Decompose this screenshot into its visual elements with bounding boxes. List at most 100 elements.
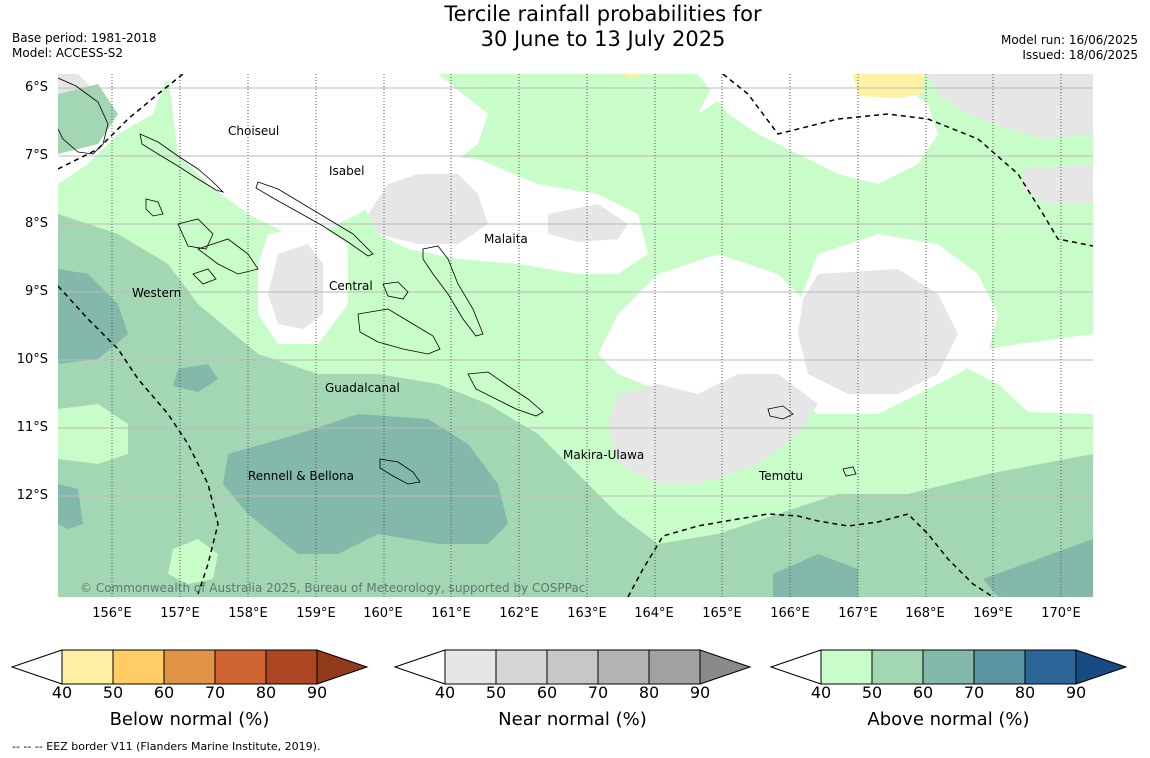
near-normal-extend-high [699, 649, 752, 685]
meta-left: Base period: 1981-2018 Model: ACCESS-S2 [12, 31, 157, 61]
eez-border-south [627, 513, 994, 597]
near-normal-40-region-3 [268, 244, 323, 329]
below-normal-swatch-0 [61, 649, 114, 685]
rainfall-map: Choiseul Isabel Malaita Western Central … [58, 74, 1093, 597]
below-normal-label: Below normal (%) [109, 709, 270, 730]
below-normal-tick-60: 60 [153, 683, 175, 702]
title-line-2: 30 June to 13 July 2025 [480, 27, 726, 51]
island-temotu [767, 405, 857, 477]
above-normal-60-region-rennell [223, 414, 508, 554]
near-normal-swatch-4 [648, 649, 701, 685]
island-malaita [422, 245, 484, 337]
lon-label-170e: 170°E [1041, 606, 1081, 621]
above-normal-tick-80: 80 [1014, 683, 1036, 702]
near-normal-extend-low [393, 649, 446, 685]
near-normal-40-region-1 [368, 174, 488, 244]
below-normal-swatch-2 [163, 649, 216, 685]
above-normal-label: Above normal (%) [867, 709, 1030, 730]
region-label-choiseul: Choiseul [228, 124, 279, 138]
near-normal-tick-60: 60 [536, 683, 558, 702]
lon-label-156e: 156°E [92, 606, 132, 621]
eez-footnote: -- -- -- EEZ border V11 (Flanders Marine… [12, 740, 321, 753]
above-normal-tick-50: 50 [861, 683, 883, 702]
below-normal-tick-70: 70 [204, 683, 226, 702]
near-normal-tick-80: 80 [638, 683, 660, 702]
above-normal-40-region-sw-pocket [58, 404, 128, 464]
near-normal-tick-90: 90 [689, 683, 711, 702]
island-rennell [379, 458, 421, 485]
model-name: Model: ACCESS-S2 [12, 46, 124, 60]
copyright-notice: © Commonwealth of Australia 2025, Bureau… [80, 581, 585, 595]
near-normal-tick-50: 50 [485, 683, 507, 702]
region-label-central: Central [329, 279, 373, 293]
region-label-makira-ulawa: Makira-Ulawa [563, 448, 644, 462]
near-normal-40-region-7 [1023, 164, 1093, 204]
map-title: Tercile rainfall probabilities for 30 Ju… [0, 2, 1150, 52]
lon-label-167e: 167°E [838, 606, 878, 621]
lon-label-160e: 160°E [363, 606, 403, 621]
near-normal-40-region-4 [608, 374, 818, 484]
below-normal-tick-50: 50 [102, 683, 124, 702]
near-normal-40-region-2 [548, 204, 628, 242]
near-normal-label: Near normal (%) [498, 709, 647, 730]
above-normal-extend-low [769, 649, 822, 685]
island-bougainville [58, 77, 109, 155]
above-normal-swatch-4 [1024, 649, 1077, 685]
above-normal-50-region-northwest [58, 84, 118, 154]
lat-label-10s: 10°S [16, 352, 48, 367]
above-normal-extend-high [1075, 649, 1128, 685]
island-central [382, 281, 409, 300]
below-normal-40-region-1 [853, 74, 923, 98]
lon-label-157e: 157°E [160, 606, 200, 621]
above-normal-60-region-sw-edge [58, 484, 83, 529]
below-normal-swatch-4 [265, 649, 318, 685]
lat-label-9s: 9°S [24, 284, 48, 299]
below-normal-extend-low [10, 649, 63, 685]
near-normal-swatch-3 [597, 649, 650, 685]
above-normal-swatch-1 [871, 649, 924, 685]
lon-label-161e: 161°E [431, 606, 471, 621]
island-makira [467, 371, 544, 417]
below-normal-extend-high [316, 649, 369, 685]
above-normal-tick-60: 60 [912, 683, 934, 702]
above-normal-tick-90: 90 [1065, 683, 1087, 702]
near-normal-swatch-1 [495, 649, 548, 685]
eez-borders [58, 74, 1093, 597]
lon-label-166e: 166°E [770, 606, 810, 621]
island-isabel [255, 181, 374, 257]
colorbars [10, 649, 1128, 685]
eez-border-north [58, 74, 184, 170]
below-normal-tick-90: 90 [306, 683, 328, 702]
island-guadalcanal [357, 308, 441, 355]
below-normal-swatch-3 [214, 649, 267, 685]
lon-label-158e: 158°E [228, 606, 268, 621]
below-normal-tick-80: 80 [255, 683, 277, 702]
lon-label-159e: 159°E [296, 606, 336, 621]
lat-label-7s: 7°S [24, 148, 48, 163]
region-label-guadalcanal: Guadalcanal [325, 381, 400, 395]
lon-label-164e: 164°E [634, 606, 674, 621]
islands [58, 77, 857, 485]
island-western-group [145, 198, 217, 285]
near-normal-swatch-0 [444, 649, 497, 685]
below-normal-tick-40: 40 [51, 683, 73, 702]
title-line-1: Tercile rainfall probabilities for [444, 2, 762, 26]
region-label-rennell-bellona: Rennell & Bellona [248, 469, 354, 483]
above-normal-tick-70: 70 [963, 683, 985, 702]
above-normal-60-region-east [983, 539, 1093, 597]
eez-border-northeast [722, 74, 1093, 247]
below-normal-40-region-2 [625, 74, 641, 78]
above-normal-60-region-small [173, 364, 218, 392]
region-label-temotu: Temotu [758, 469, 803, 483]
meta-right: Model run: 16/06/2025 Issued: 18/06/2025 [1001, 33, 1138, 63]
above-normal-60-region-se [773, 554, 858, 597]
longitude-gridlines [111, 74, 1062, 597]
near-normal-tick-40: 40 [434, 683, 456, 702]
near-normal-tick-70: 70 [587, 683, 609, 702]
above-normal-tick-40: 40 [810, 683, 832, 702]
model-run: Model run: 16/06/2025 [1000, 33, 1138, 47]
lat-label-12s: 12°S [16, 488, 48, 503]
near-normal-swatch-2 [546, 649, 599, 685]
island-new-georgia [177, 218, 259, 275]
region-label-isabel: Isabel [329, 164, 364, 178]
